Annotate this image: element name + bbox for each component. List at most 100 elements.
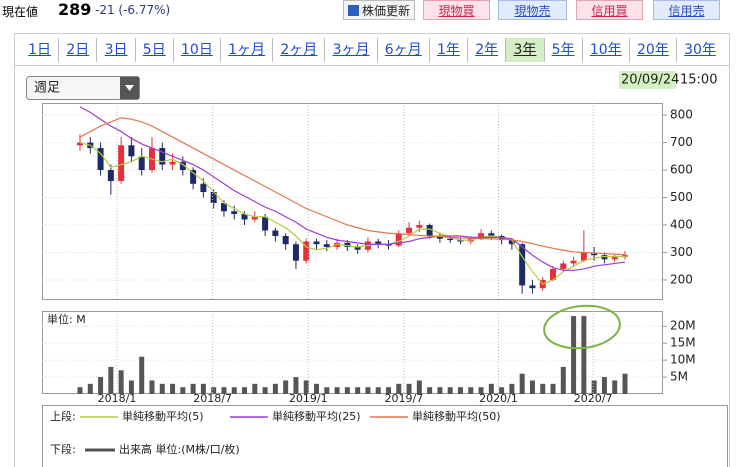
period-tab[interactable]: 5年 [543, 37, 582, 62]
period-tab[interactable]: 10日 [172, 37, 220, 62]
candle-body [601, 255, 608, 260]
candle-body [282, 235, 289, 245]
plot: 200 300 400 500 600 700 800 単純移動平均(5) 単純移動平均(25)… [42, 103, 696, 456]
legend-upper: 上段: [50, 409, 76, 423]
legend-label: 出来高 単位:(M株/口/枚) [119, 442, 240, 456]
volume-bar [128, 380, 134, 394]
dropdown-label: 週足 [34, 81, 60, 96]
period-tab[interactable]: 1年 [428, 37, 467, 62]
volume-bar [416, 380, 422, 394]
period-tab[interactable]: 20年 [628, 37, 676, 62]
volume-bar [344, 387, 350, 394]
period-tab[interactable]: 2ヶ月 [272, 37, 324, 62]
volume-bar [242, 387, 248, 394]
y-tick-label: 5M [670, 370, 688, 384]
margin-buy-button[interactable]: 信用買 [576, 0, 643, 20]
volume-bar [355, 387, 361, 394]
volume-bar [170, 383, 176, 394]
ma-line [79, 106, 626, 271]
price-frame [42, 103, 663, 300]
period-tab[interactable]: 30年 [676, 37, 723, 62]
candle-body [395, 233, 402, 246]
x-tick-label: 2019/7 [385, 392, 424, 405]
volume-bar [488, 383, 494, 394]
volume-bar [396, 383, 402, 394]
candle-body [488, 233, 495, 236]
y-tick-label: 800 [670, 108, 693, 122]
period-tabs: 1日 2日 3日 5日 10日 1ヶ月 2ヶ月 3ヶ月 6ヶ月 1年 2年 3年 5年 10年 20年 30年 [14, 33, 730, 65]
candle-body [529, 285, 536, 289]
sell-button[interactable]: 現物売 [498, 0, 567, 20]
period-tab[interactable]: 3年 [505, 37, 544, 62]
x-tick-label: 2018/7 [193, 392, 232, 405]
candle-body [611, 256, 618, 260]
timestamp-date: 20/09/24 [621, 73, 679, 88]
candle-body [118, 145, 125, 182]
volume-bar [159, 383, 165, 394]
header: 現在値 289 -21 (-6.77%) 株価更新 現物買 現物売 信用買 信用… [0, 0, 736, 26]
candle-body [231, 211, 238, 215]
ma-line [79, 141, 625, 285]
period-tab[interactable]: 2年 [467, 37, 505, 62]
volume-bar [427, 387, 433, 394]
buy-button[interactable]: 現物買 [423, 0, 490, 20]
volume-bar [468, 387, 474, 394]
volume-bar [591, 380, 597, 394]
candle-body [436, 235, 443, 239]
candle-body [220, 203, 227, 212]
candle-body [138, 156, 145, 171]
dropdown-arrow [125, 85, 134, 91]
x-tick-label: 2018/1 [98, 392, 137, 405]
period-tab[interactable]: 3ヶ月 [324, 37, 376, 62]
y-tick-label: 15M [670, 336, 696, 350]
volume-bar [303, 380, 309, 394]
period-tab[interactable]: 10年 [581, 37, 629, 62]
price-change: -21 (-6.77%) [95, 3, 171, 17]
volume-bar [139, 356, 145, 394]
legend-label: 単純移動平均(25) [272, 409, 361, 423]
candle-body [508, 240, 515, 245]
candle-body [550, 268, 557, 280]
margin-sell-button[interactable]: 信用売 [653, 0, 720, 20]
volume-bar [457, 387, 463, 394]
legend-lower: 下段: [50, 442, 76, 456]
unit-label: 単位: M [47, 312, 86, 326]
period-tab[interactable]: 2日 [58, 37, 96, 62]
y-tick-label: 10M [670, 353, 696, 367]
candle-body [313, 241, 320, 245]
candle-body [272, 230, 279, 236]
candle-body [334, 242, 341, 247]
volume-bar [560, 366, 566, 394]
candle-body [262, 216, 269, 231]
candle-body [169, 161, 176, 165]
volume-bar [612, 380, 618, 394]
volume-bar [180, 387, 186, 394]
volume-bar [293, 377, 299, 394]
candle-body [190, 170, 197, 184]
refresh-button[interactable]: 株価更新 [343, 0, 415, 20]
period-tab[interactable]: 3日 [96, 37, 134, 62]
period-tab[interactable]: 6ヶ月 [376, 37, 429, 62]
volume-bar [221, 387, 227, 394]
period-tab[interactable]: 1ヶ月 [220, 37, 272, 62]
dropdown[interactable] [26, 76, 140, 100]
volume-bar [437, 387, 443, 394]
candle-body [251, 216, 258, 220]
period-tab[interactable]: 5日 [134, 37, 173, 62]
candle-body [375, 241, 382, 245]
candle-body [179, 161, 186, 171]
volume-bar [211, 387, 217, 394]
y-tick-label: 400 [670, 217, 693, 231]
period-tab[interactable]: 1日 [28, 41, 52, 58]
volume-bar [231, 387, 237, 394]
candle-body [210, 192, 217, 204]
candle-body [344, 242, 351, 247]
candle-body [519, 244, 526, 286]
price: 289 [58, 0, 92, 19]
volume-bar [601, 377, 607, 394]
candle-body [159, 148, 166, 165]
volume-bar [334, 387, 340, 394]
timestamp-highlight [619, 71, 676, 89]
